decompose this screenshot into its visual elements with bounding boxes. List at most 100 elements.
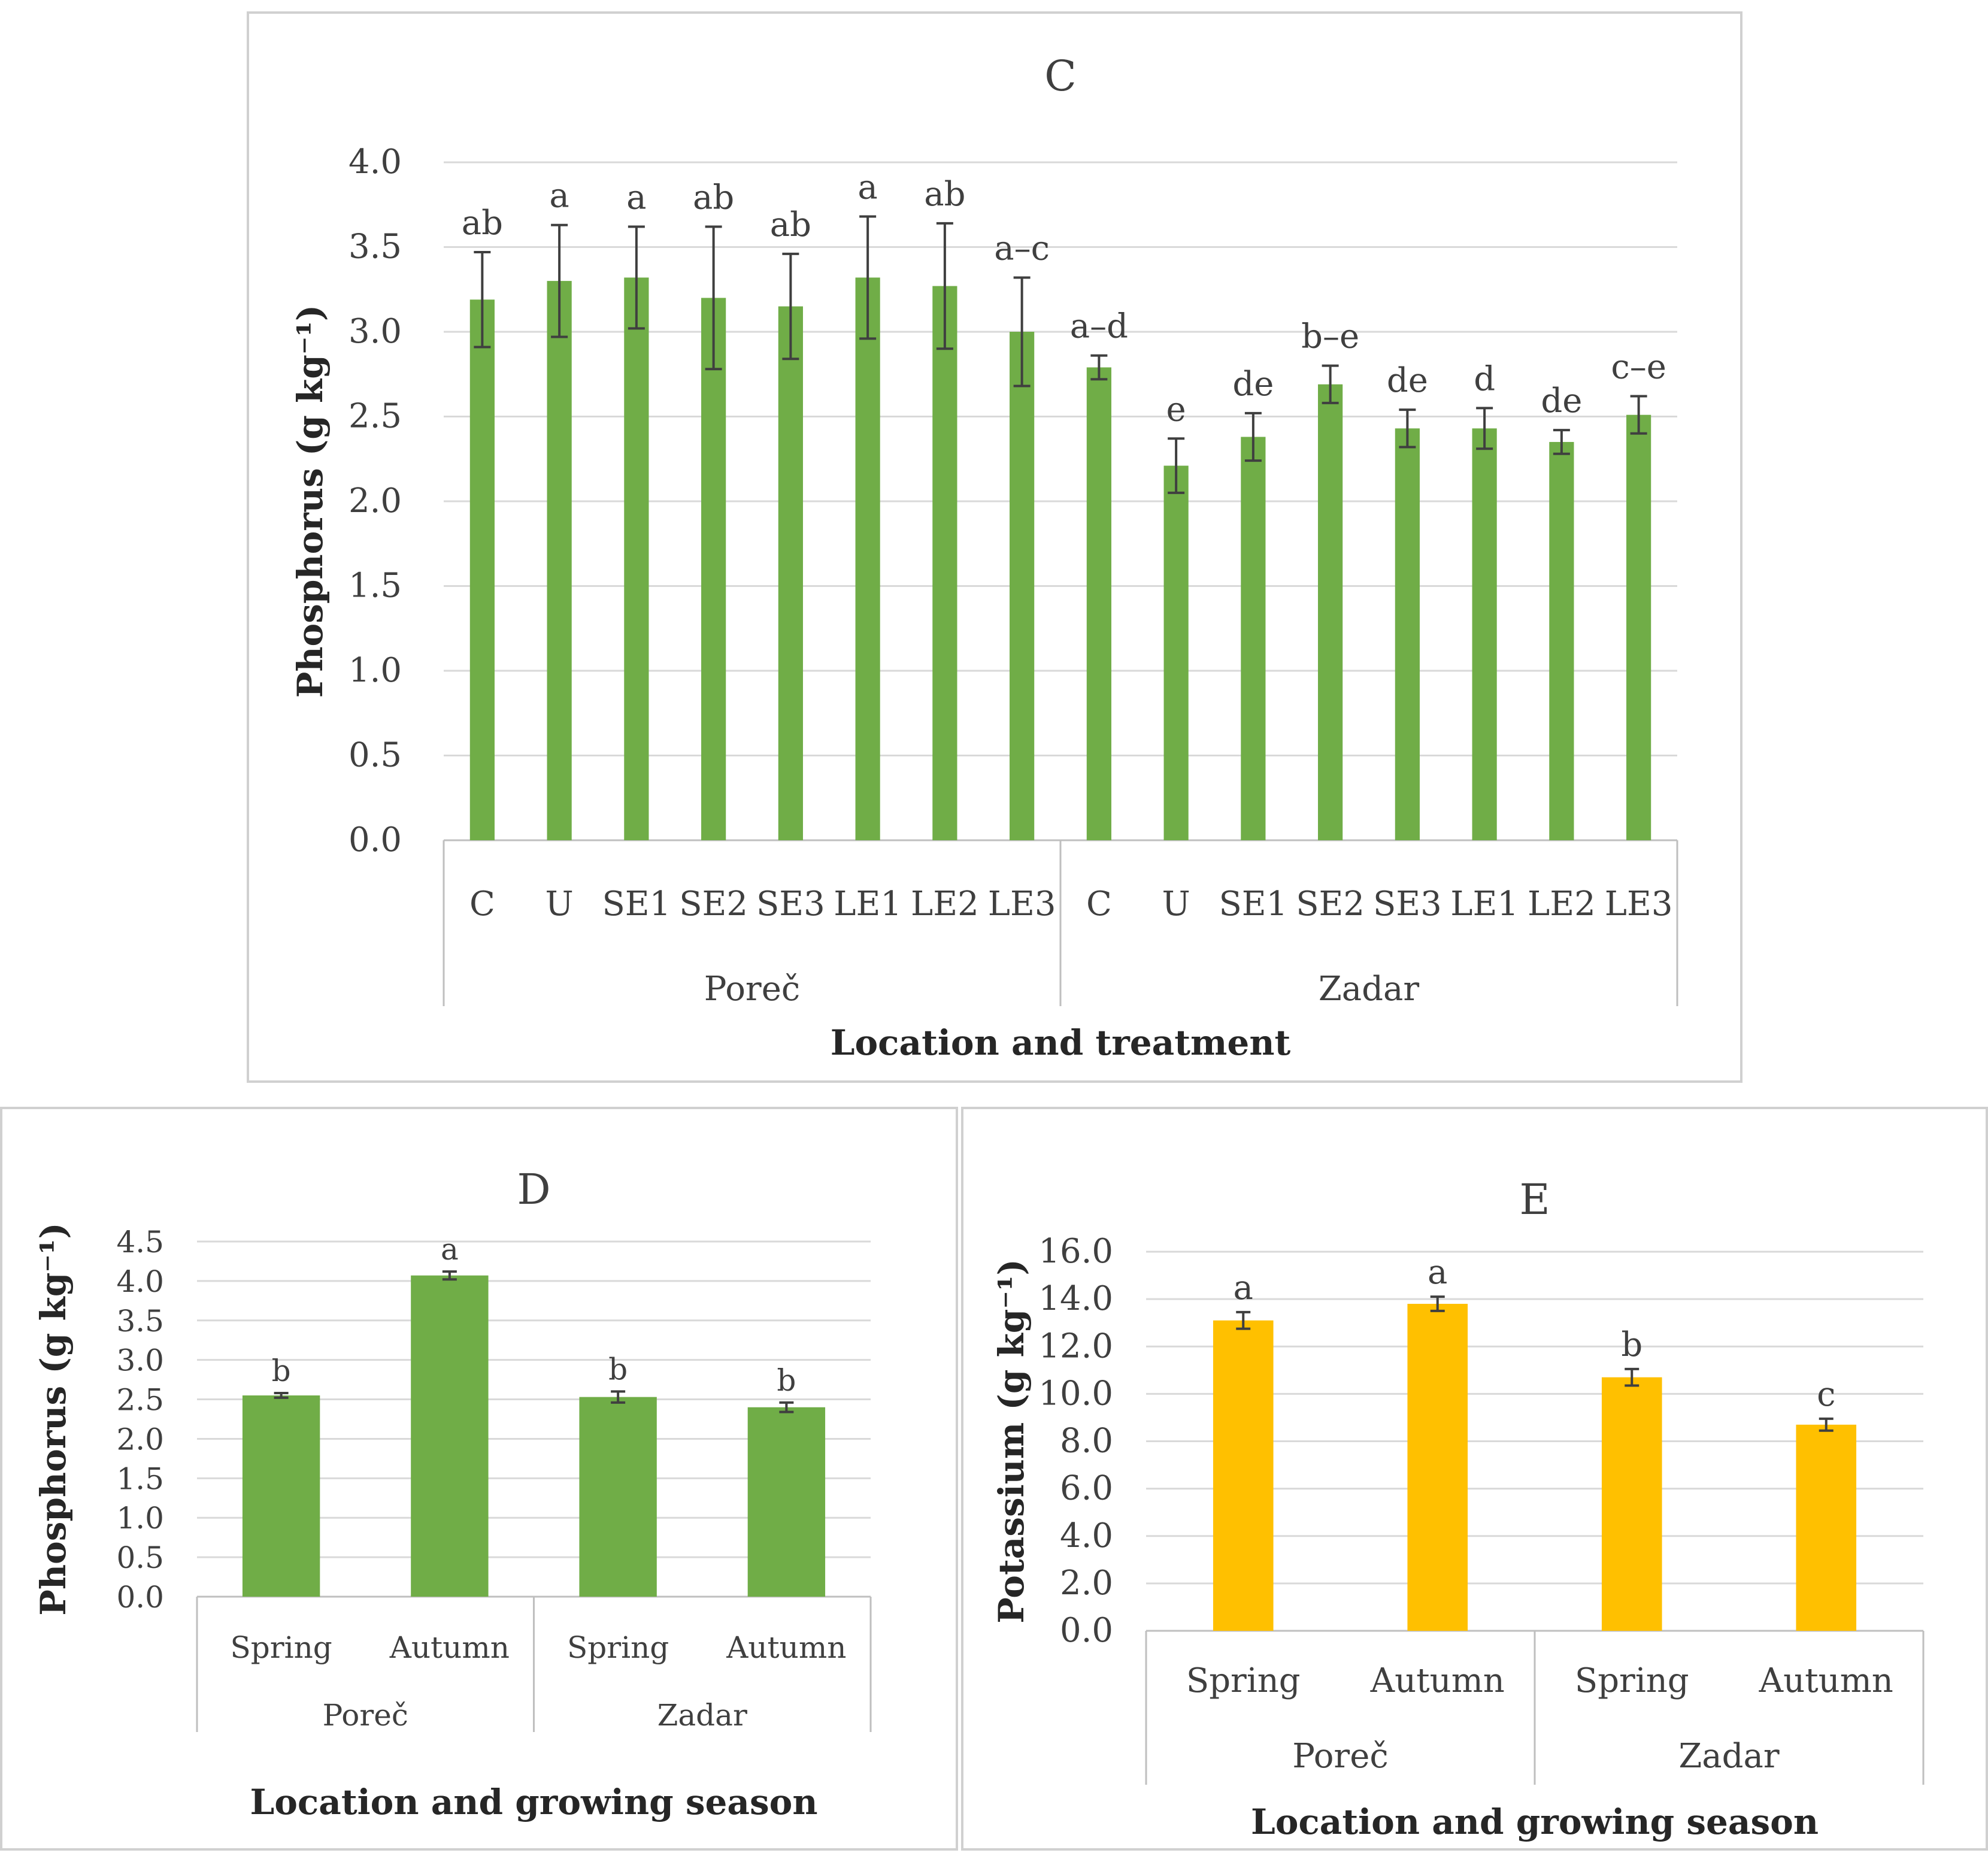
y-tick-label: 3.5 (348, 228, 402, 267)
y-tick-label: 4.0 (116, 1264, 164, 1299)
y-tick-label: 1.0 (116, 1501, 164, 1536)
x-group-label: Poreč (704, 970, 800, 1009)
significance-letter: a (1234, 1268, 1253, 1307)
y-tick-label: 1.5 (348, 567, 402, 605)
y-tick-label: 2.0 (1060, 1564, 1113, 1603)
x-category-label: U (546, 885, 574, 924)
bar (1086, 367, 1111, 840)
bar (411, 1275, 489, 1597)
bar (1395, 428, 1420, 840)
significance-letter: b (777, 1363, 796, 1398)
chart-panel-e: E 0.0 2.0 4.0 6.0 8.0 10.0 12.0 14.0 16.0 a a b c Spri… (961, 1107, 1988, 1851)
y-tick-label: 0.0 (348, 820, 402, 859)
y-tick-label: 3.5 (116, 1304, 164, 1339)
significance-letter: ab (462, 204, 503, 243)
bar (1549, 441, 1574, 840)
x-category-label: LE3 (1605, 885, 1673, 924)
significance-letter: e (1166, 390, 1186, 429)
x-category-label: Spring (567, 1630, 669, 1665)
y-tick-label: 1.0 (348, 651, 402, 690)
x-group-label: Zadar (657, 1698, 747, 1733)
significance-letter: ab (693, 178, 734, 217)
significance-letter: a (626, 178, 646, 217)
x-category-label: Spring (230, 1630, 332, 1665)
y-tick-label: 4.0 (1060, 1516, 1113, 1555)
x-category-label: SE2 (1296, 885, 1365, 924)
significance-letter: b (608, 1352, 628, 1386)
chart-e: E 0.0 2.0 4.0 6.0 8.0 10.0 12.0 14.0 16.0 a a b c Spri… (991, 1175, 1925, 1842)
x-category-label: LE2 (1528, 885, 1596, 924)
x-category-label: C (1086, 885, 1112, 924)
bar (1472, 428, 1497, 840)
x-axis-title: Location and growing season (1251, 1801, 1819, 1842)
significance-letter: a (549, 177, 569, 216)
bar (1213, 1320, 1274, 1631)
y-axis-title: Phosphorus (g kg⁻¹) (290, 305, 331, 698)
bar (242, 1395, 320, 1597)
y-tick-label: 4.0 (348, 143, 402, 181)
significance-letter: de (1387, 361, 1428, 400)
bar (701, 298, 726, 840)
bar (1241, 437, 1266, 840)
x-category-label: Autumn (1759, 1661, 1893, 1700)
significance-letter: ab (924, 175, 965, 214)
x-category-label: C (469, 885, 495, 924)
x-category-label: LE3 (988, 885, 1056, 924)
bar (579, 1397, 657, 1597)
bar (1318, 384, 1343, 840)
x-category-label: Spring (1575, 1661, 1689, 1700)
y-tick-label: 10.0 (1038, 1374, 1113, 1413)
bar (1626, 414, 1651, 840)
bar (1407, 1304, 1468, 1631)
y-tick-label: 3.0 (348, 312, 402, 351)
x-category-label: LE1 (1450, 885, 1519, 924)
y-tick-label: 0.5 (116, 1540, 164, 1575)
significance-letter: ab (770, 205, 811, 244)
x-category-label: U (1162, 885, 1190, 924)
chart-d: D 0.0 0.5 1.0 1.5 2.0 2.5 3.0 3.5 4.0 4.5 b a b b Sprin… (33, 1165, 872, 1822)
bar (1601, 1377, 1662, 1631)
significance-letter: de (1541, 382, 1582, 420)
significance-letter: c (1817, 1375, 1835, 1414)
y-tick-label: 0.0 (1060, 1611, 1113, 1650)
x-category-label: SE1 (1219, 885, 1287, 924)
x-category-label: SE3 (756, 885, 825, 924)
bar (1010, 332, 1035, 840)
x-category-label: Autumn (1370, 1661, 1505, 1700)
x-axis-title: Location and growing season (250, 1782, 817, 1822)
significance-letter: a–c (994, 229, 1050, 268)
bar (547, 281, 572, 841)
x-group-label: Poreč (1292, 1737, 1388, 1776)
x-group-label: Zadar (1678, 1737, 1780, 1776)
y-tick-label: 0.5 (348, 736, 402, 775)
chart-panel-c: C 0.0 0.5 1.0 1.5 2.0 2.5 3.0 3.5 4.0 ab a a ab ab a ab a… (247, 11, 1742, 1083)
bar (1796, 1424, 1857, 1631)
x-category-label: SE1 (602, 885, 671, 924)
bar (778, 306, 803, 840)
y-axis-title: Phosphorus (g kg⁻¹) (33, 1222, 74, 1616)
x-category-label: SE2 (679, 885, 748, 924)
y-tick-label: 8.0 (1060, 1422, 1113, 1461)
chart-title: E (1519, 1175, 1550, 1224)
significance-letter: a (857, 168, 877, 207)
y-tick-label: 1.5 (116, 1461, 164, 1496)
y-tick-label: 12.0 (1038, 1327, 1113, 1365)
y-tick-label: 14.0 (1038, 1279, 1113, 1318)
y-tick-label: 2.5 (116, 1383, 164, 1418)
significance-letter: a (1428, 1253, 1447, 1292)
chart-title: D (517, 1165, 550, 1214)
x-category-label: Autumn (389, 1630, 510, 1665)
x-category-label: LE2 (911, 885, 979, 924)
x-category-label: Spring (1186, 1661, 1301, 1700)
y-tick-label: 0.0 (116, 1580, 164, 1615)
bar (1163, 465, 1189, 840)
bar (469, 299, 495, 841)
y-axis-title: Potassium (g kg⁻¹) (991, 1259, 1032, 1624)
significance-letter: a (441, 1232, 459, 1267)
y-tick-label: 2.0 (116, 1422, 164, 1457)
y-tick-label: 16.0 (1038, 1232, 1113, 1271)
bar (932, 286, 957, 841)
significance-letter: b (1621, 1325, 1642, 1364)
chart-panel-d: D 0.0 0.5 1.0 1.5 2.0 2.5 3.0 3.5 4.0 4.5 b a b b Sprin… (0, 1107, 958, 1851)
